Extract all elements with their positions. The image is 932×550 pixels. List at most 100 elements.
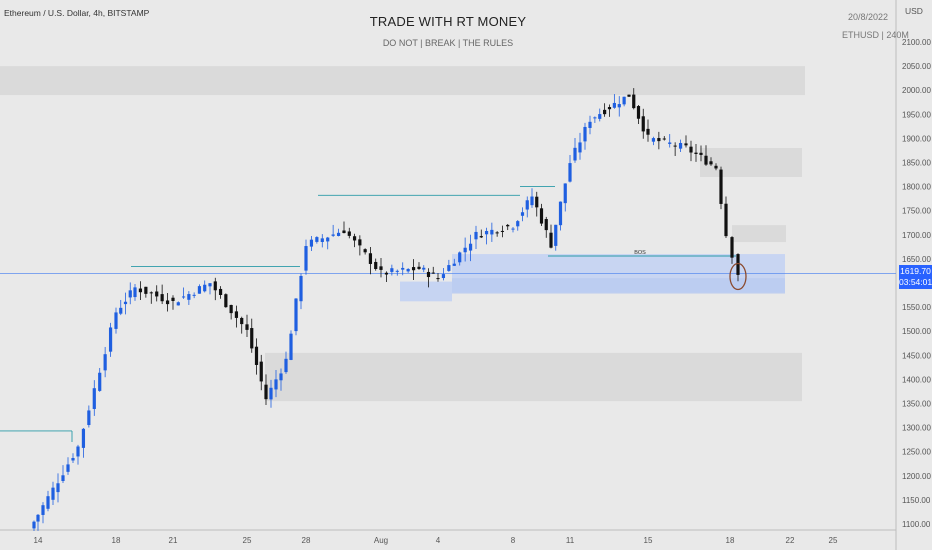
price-tick-label: 1400.00 (902, 375, 931, 384)
price-tick-label: 1900.00 (902, 134, 931, 143)
candle-bull (274, 379, 278, 390)
candle-bear (160, 294, 164, 302)
current-price-tag: 1619.70 03:54:01 (899, 265, 932, 289)
candle-bull (289, 333, 293, 360)
candle-bull (390, 268, 394, 272)
candle-bear (347, 231, 351, 236)
candle-bull (326, 237, 330, 242)
candle-bear (704, 155, 708, 165)
candle-bear (603, 109, 607, 115)
candle-bear (417, 266, 421, 269)
candle-bear (709, 161, 713, 165)
candle-bull (563, 183, 567, 204)
candle-bull (484, 230, 489, 235)
date-label: 20/8/2022 (848, 12, 889, 22)
price-tick-label: 2100.00 (902, 38, 931, 47)
price-tick-label: 1450.00 (902, 351, 931, 360)
candle-bear (730, 237, 734, 258)
candle-bear (250, 328, 254, 349)
time-tick-label: 22 (786, 536, 795, 545)
candle-bear (213, 281, 217, 291)
candle-bull (452, 263, 456, 266)
price-tick-label: 1550.00 (902, 303, 931, 312)
candle-bear (673, 145, 677, 147)
candle-bull (51, 487, 55, 500)
candle-bull (516, 221, 520, 227)
candle-bull (309, 239, 314, 247)
candle-bear (549, 232, 553, 248)
time-tick-label: 4 (436, 536, 441, 545)
price-tick-label: 1700.00 (902, 231, 931, 240)
chart-title: TRADE WITH RT MONEY (369, 14, 527, 29)
candle-bull (36, 514, 40, 522)
candle-bear (240, 317, 244, 325)
candle-bear (736, 254, 740, 275)
time-tick-label: 25 (243, 536, 252, 545)
candle-bear (719, 169, 723, 204)
time-tick-label: 21 (169, 536, 178, 545)
candle-bull (294, 298, 298, 332)
candle-bear (149, 292, 153, 294)
candle-bull (81, 428, 86, 448)
highlight-circle (729, 262, 747, 291)
candle-bull (108, 327, 113, 352)
candle-bull (46, 496, 50, 509)
candle-bull (279, 373, 283, 381)
candle-bear (436, 278, 440, 280)
time-tick-label: 18 (726, 536, 735, 545)
candle-bear (699, 152, 703, 155)
candle-bull (578, 142, 582, 153)
candle-bull (490, 229, 494, 235)
candle-bull (119, 307, 123, 314)
candle-bull (192, 294, 196, 296)
candle-bull (568, 163, 572, 182)
price-tick-label: 1250.00 (902, 448, 931, 457)
candle-bull (98, 372, 102, 391)
candle-bull (87, 410, 91, 426)
candle-bear (224, 294, 228, 308)
candle-bull (593, 117, 597, 119)
time-tick-label: 11 (566, 536, 575, 545)
candle-bull (525, 200, 529, 210)
time-tick-label: 14 (34, 536, 43, 545)
candle-bull (203, 284, 207, 292)
candle-bear (171, 297, 175, 301)
zone-demand (400, 281, 452, 302)
candle-bear (155, 291, 159, 297)
currency-label: USD (905, 6, 923, 16)
candle-bull (651, 138, 656, 142)
candle-bear (254, 346, 259, 365)
candle-bear (535, 196, 539, 208)
candle-bull (315, 237, 319, 242)
price-tick-label: 1300.00 (902, 424, 931, 433)
candle-bear (694, 152, 698, 154)
candle-bear (506, 224, 510, 227)
candle-bull (573, 147, 577, 161)
price-tick-label: 1200.00 (902, 472, 931, 481)
candle-bear (144, 286, 148, 294)
candle-bull (92, 388, 96, 409)
candle-bear (411, 267, 416, 271)
candle-bear (724, 203, 728, 237)
price-tick-label: 1750.00 (902, 207, 931, 216)
candle-bull (32, 521, 36, 529)
candle-bull (447, 265, 451, 271)
candle-bear (684, 143, 688, 146)
candle-bear (662, 138, 666, 140)
zone-demand (265, 352, 802, 402)
candle-bull (128, 290, 132, 298)
candle-bear (627, 94, 631, 97)
chart-subtitle: DO NOT | BREAK | THE RULES (382, 38, 514, 48)
price-tick-label: 1150.00 (902, 496, 931, 505)
candle-bear (641, 116, 645, 132)
candle-bear (218, 288, 223, 295)
candle-bear (352, 236, 357, 241)
candle-bear (479, 236, 483, 238)
candle-bull (56, 483, 60, 493)
candle-bull (622, 96, 626, 105)
time-tick-label: 15 (644, 536, 653, 545)
candle-bull (588, 121, 592, 128)
candle-bull (320, 238, 324, 242)
